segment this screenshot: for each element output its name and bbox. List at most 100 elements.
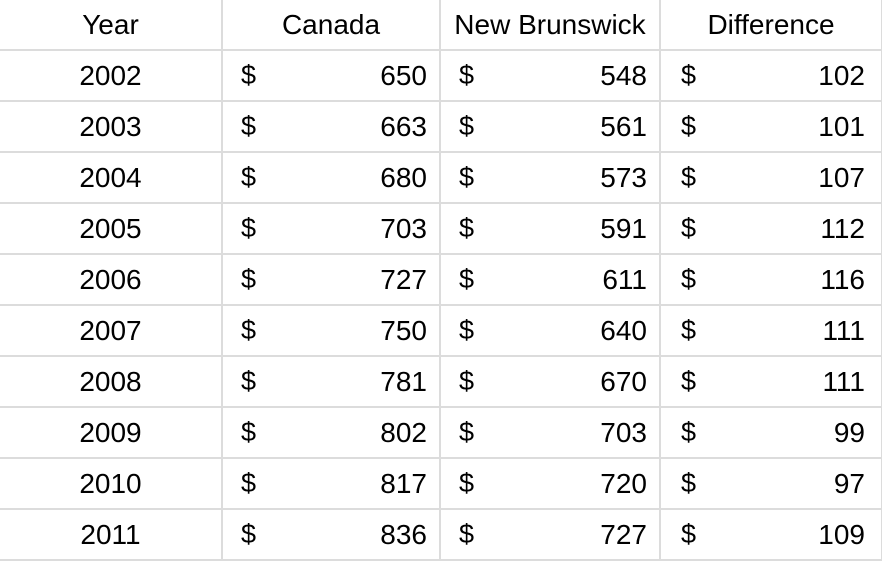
currency-symbol: $	[681, 60, 697, 90]
cell-new-brunswick-content: $573	[441, 153, 658, 201]
cell-new-brunswick-value: 670	[600, 365, 647, 397]
cell-difference[interactable]: $99	[660, 407, 882, 459]
cell-difference-value: 111	[822, 314, 865, 346]
cell-canada-content: $750	[223, 306, 438, 354]
cell-difference[interactable]: $111	[660, 305, 882, 357]
cell-canada[interactable]: $750	[222, 305, 441, 357]
cell-difference[interactable]: $111	[660, 356, 882, 408]
cell-year[interactable]: 2007	[0, 305, 223, 357]
currency-symbol: $	[459, 417, 475, 447]
table-row: 2006 $727 $611 $116	[0, 254, 882, 306]
cell-new-brunswick[interactable]: $670	[440, 356, 661, 408]
cell-canada[interactable]: $650	[222, 50, 441, 102]
cell-new-brunswick[interactable]: $720	[440, 458, 661, 510]
cell-new-brunswick[interactable]: $548	[440, 50, 661, 102]
cell-new-brunswick[interactable]: $561	[440, 101, 661, 153]
cell-difference[interactable]: $97	[660, 458, 882, 510]
cell-new-brunswick-content: $611	[441, 255, 658, 303]
cell-difference-value: 101	[818, 110, 865, 142]
currency-symbol: $	[241, 417, 257, 447]
cell-year[interactable]: 2004	[0, 152, 223, 204]
cell-difference-content: $111	[661, 306, 880, 354]
cell-new-brunswick-value: 561	[600, 110, 647, 142]
cell-new-brunswick[interactable]: $727	[440, 509, 661, 561]
cell-canada[interactable]: $836	[222, 509, 441, 561]
cell-new-brunswick[interactable]: $591	[440, 203, 661, 255]
cell-new-brunswick-value: 727	[600, 518, 647, 550]
cell-difference[interactable]: $112	[660, 203, 882, 255]
currency-symbol: $	[459, 213, 475, 243]
currency-symbol: $	[681, 111, 697, 141]
cell-canada[interactable]: $680	[222, 152, 441, 204]
cell-difference-value: 111	[822, 365, 865, 397]
cell-year[interactable]: 2006	[0, 254, 223, 306]
currency-symbol: $	[681, 468, 697, 498]
cell-difference-content: $109	[661, 510, 880, 558]
cell-year[interactable]: 2002	[0, 50, 223, 102]
cell-difference-value: 97	[833, 467, 865, 499]
cell-canada-value: 703	[380, 212, 427, 244]
cell-canada-content: $650	[223, 51, 438, 99]
cell-canada-value: 680	[380, 161, 427, 193]
header-cell-canada[interactable]: Canada	[222, 0, 441, 51]
cell-year[interactable]: 2008	[0, 356, 223, 408]
cell-year[interactable]: 2010	[0, 458, 223, 510]
cell-difference-content: $101	[661, 102, 880, 150]
cell-canada-content: $663	[223, 102, 438, 150]
cell-canada-content: $802	[223, 408, 438, 456]
cell-new-brunswick-content: $727	[441, 510, 658, 558]
cell-new-brunswick-content: $720	[441, 459, 658, 507]
cell-difference-value: 116	[820, 263, 865, 295]
table-row: 2003 $663 $561 $101	[0, 101, 882, 153]
cell-difference-value: 102	[818, 59, 865, 91]
currency-symbol: $	[459, 162, 475, 192]
header-cell-year[interactable]: Year	[0, 0, 223, 51]
cell-canada[interactable]: $663	[222, 101, 441, 153]
cell-new-brunswick-value: 611	[602, 263, 647, 295]
cell-new-brunswick-value: 720	[600, 467, 647, 499]
table-row: 2008 $781 $670 $111	[0, 356, 882, 408]
currency-symbol: $	[681, 417, 697, 447]
cell-difference[interactable]: $116	[660, 254, 882, 306]
cell-canada-value: 650	[380, 59, 427, 91]
cell-canada[interactable]: $781	[222, 356, 441, 408]
cell-canada[interactable]: $802	[222, 407, 441, 459]
cell-canada-value: 817	[380, 467, 427, 499]
cell-new-brunswick[interactable]: $573	[440, 152, 661, 204]
cell-year[interactable]: 2005	[0, 203, 223, 255]
cell-canada-content: $703	[223, 204, 438, 252]
cell-year[interactable]: 2003	[0, 101, 223, 153]
currency-symbol: $	[241, 60, 257, 90]
header-cell-new-brunswick[interactable]: New Brunswick	[440, 0, 661, 51]
cell-canada-value: 727	[380, 263, 427, 295]
cell-canada-value: 663	[380, 110, 427, 142]
table-row: 2007 $750 $640 $111	[0, 305, 882, 357]
cell-canada[interactable]: $817	[222, 458, 441, 510]
currency-symbol: $	[459, 468, 475, 498]
cell-canada-content: $680	[223, 153, 438, 201]
cell-canada[interactable]: $703	[222, 203, 441, 255]
cell-year[interactable]: 2011	[0, 509, 223, 561]
header-cell-difference[interactable]: Difference	[660, 0, 882, 51]
cell-new-brunswick[interactable]: $611	[440, 254, 661, 306]
currency-symbol: $	[241, 468, 257, 498]
currency-symbol: $	[241, 519, 257, 549]
cell-canada[interactable]: $727	[222, 254, 441, 306]
cell-difference[interactable]: $102	[660, 50, 882, 102]
cell-difference[interactable]: $101	[660, 101, 882, 153]
cell-difference[interactable]: $109	[660, 509, 882, 561]
cell-year[interactable]: 2009	[0, 407, 223, 459]
cell-difference-content: $116	[661, 255, 880, 303]
currency-symbol: $	[681, 315, 697, 345]
cell-new-brunswick[interactable]: $640	[440, 305, 661, 357]
cell-new-brunswick-content: $703	[441, 408, 658, 456]
currency-symbol: $	[241, 162, 257, 192]
header-row: Year Canada New Brunswick Difference	[0, 0, 882, 51]
cell-difference[interactable]: $107	[660, 152, 882, 204]
cell-canada-value: 802	[380, 416, 427, 448]
cell-new-brunswick-value: 640	[600, 314, 647, 346]
cell-new-brunswick[interactable]: $703	[440, 407, 661, 459]
currency-symbol: $	[241, 315, 257, 345]
